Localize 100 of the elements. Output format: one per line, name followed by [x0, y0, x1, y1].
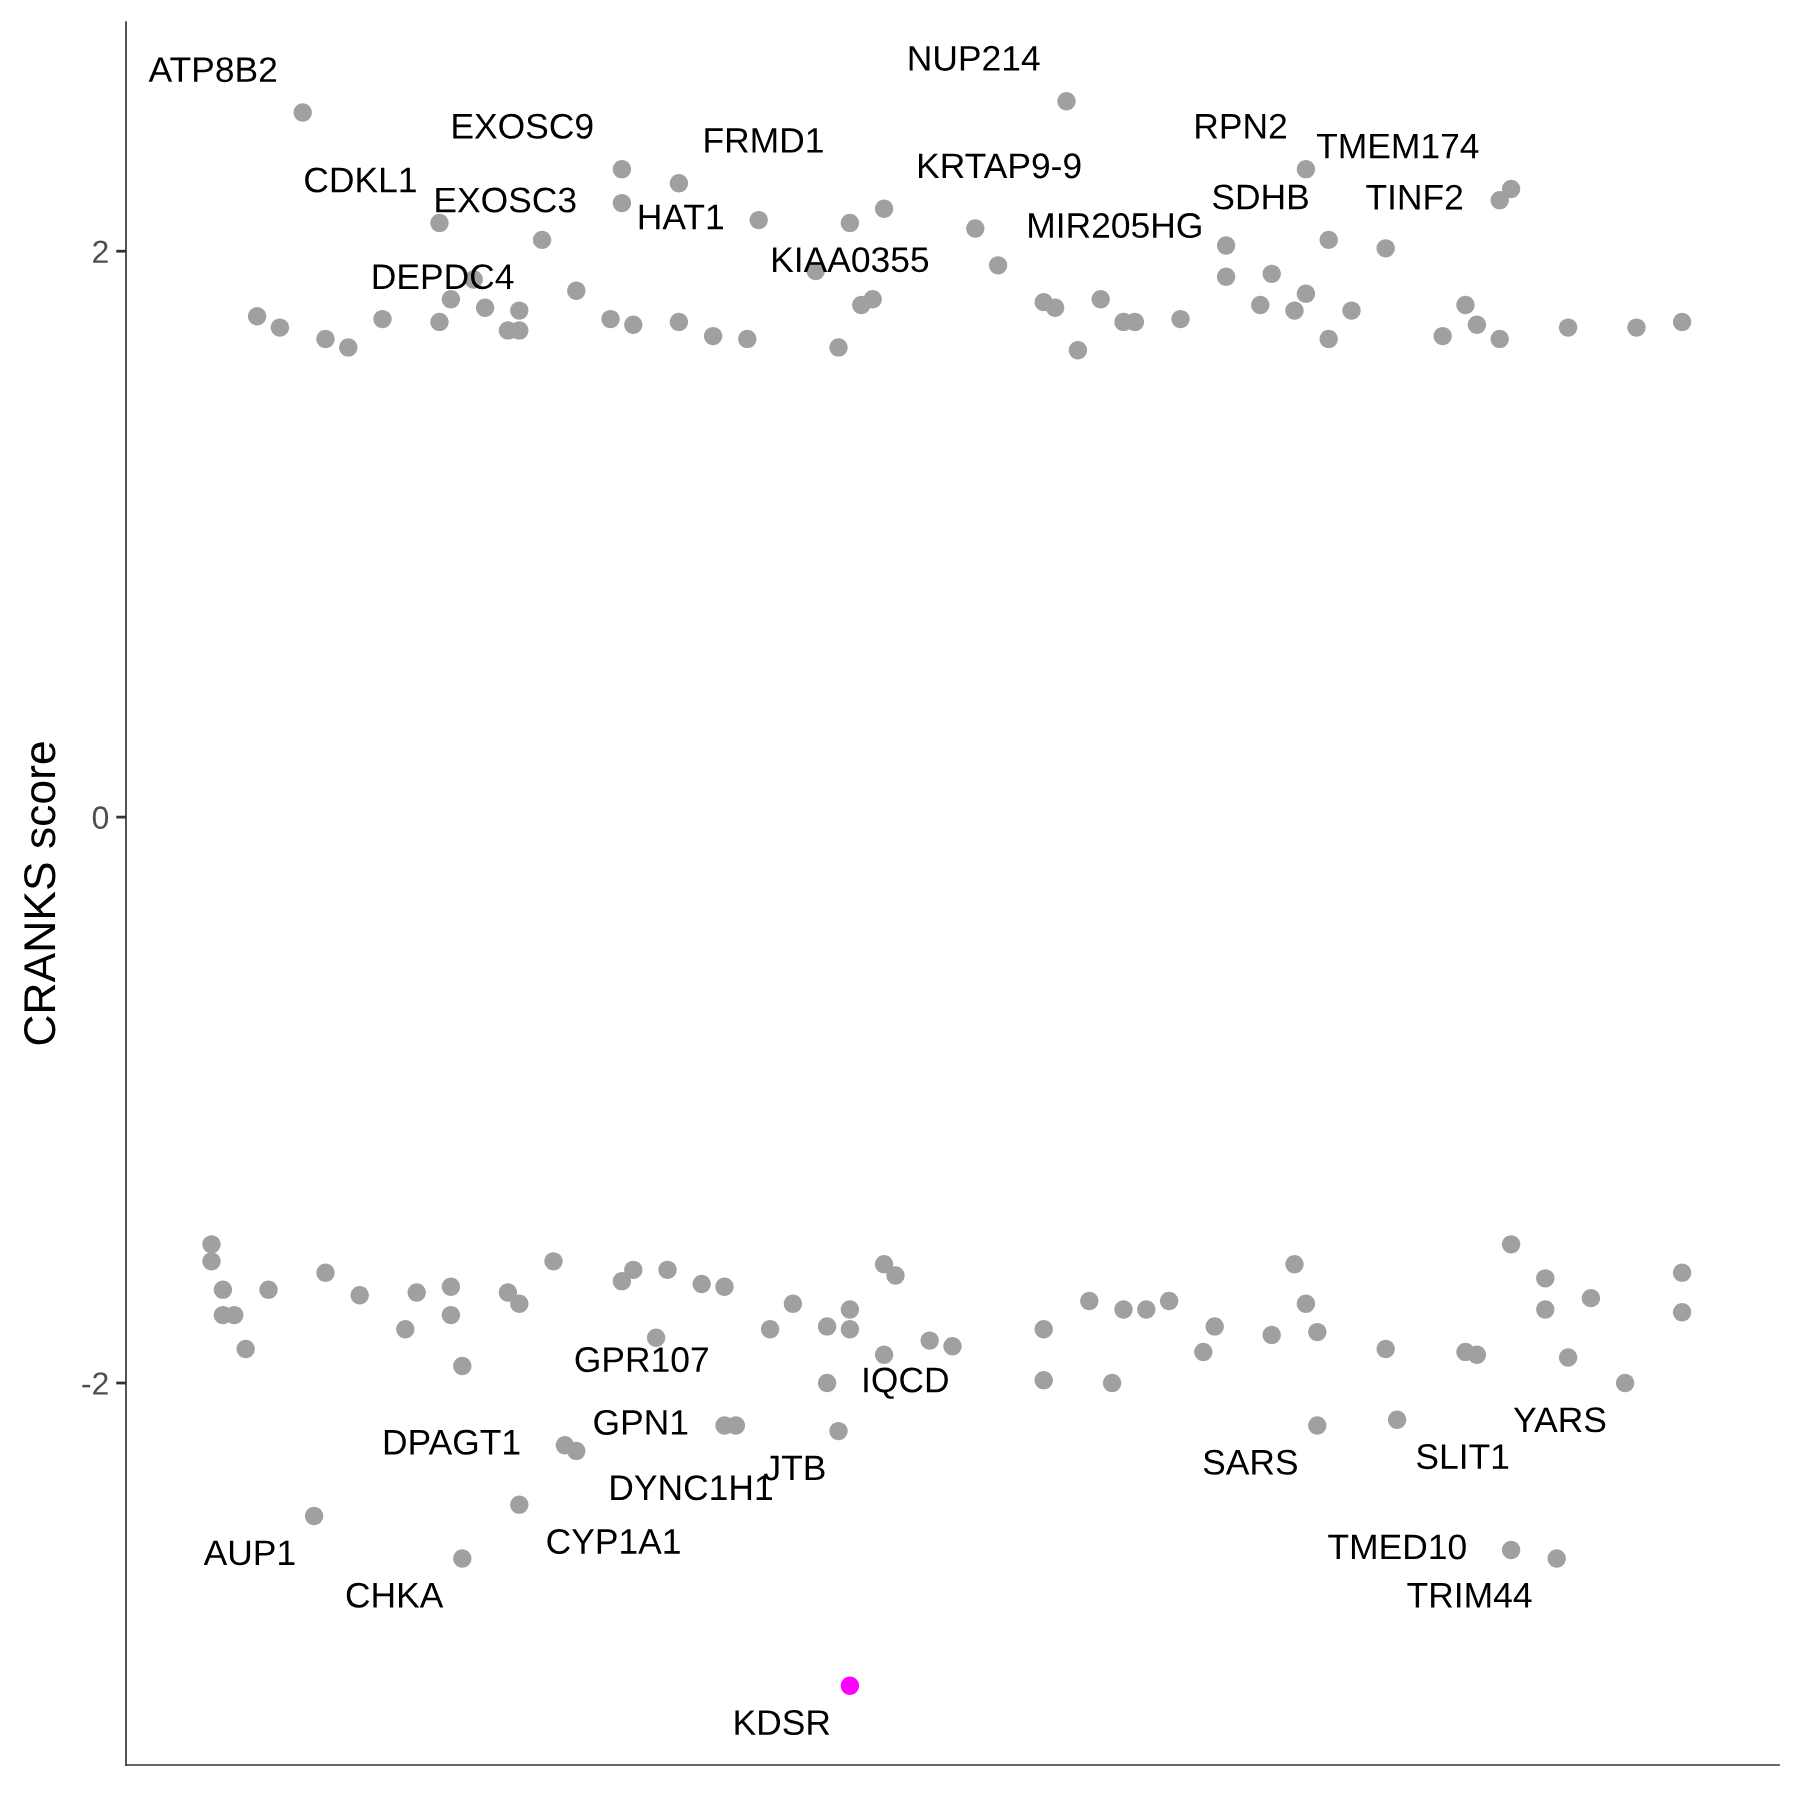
point — [669, 312, 689, 332]
point — [760, 1320, 780, 1339]
point — [270, 318, 290, 337]
point — [612, 193, 632, 213]
point — [567, 281, 586, 300]
point — [236, 1339, 255, 1359]
point — [703, 326, 723, 346]
point — [339, 338, 358, 357]
y-tick-label: -2 — [82, 1372, 108, 1395]
point — [1034, 1320, 1053, 1339]
point — [304, 1506, 324, 1526]
data-label: ATP8B2 — [148, 57, 277, 83]
point — [1672, 312, 1692, 332]
point — [1558, 1348, 1578, 1367]
point — [1034, 1371, 1053, 1390]
point — [1387, 1410, 1407, 1429]
point — [1501, 179, 1521, 199]
point — [1285, 301, 1304, 320]
point — [1262, 264, 1281, 284]
point — [988, 256, 1008, 275]
point — [840, 1300, 860, 1319]
data-label: TINF2 — [1366, 184, 1463, 210]
point — [1285, 1254, 1304, 1274]
point — [259, 1280, 278, 1299]
point — [1057, 92, 1076, 111]
data-label: TMED10 — [1328, 1534, 1466, 1560]
point — [1308, 1416, 1327, 1435]
point — [441, 1305, 461, 1325]
point — [1456, 295, 1475, 315]
point — [1319, 230, 1338, 250]
data-label: FRMD1 — [705, 128, 823, 153]
point — [1308, 1322, 1327, 1342]
point — [1171, 309, 1190, 329]
point — [1672, 1263, 1692, 1282]
data-label: TRIM44 — [1407, 1583, 1532, 1608]
point — [658, 1260, 677, 1280]
point — [1091, 290, 1110, 309]
point — [749, 210, 768, 230]
point — [1045, 298, 1065, 317]
point — [1376, 1339, 1395, 1359]
point — [1102, 1373, 1122, 1393]
point — [1137, 1300, 1156, 1319]
point — [624, 315, 643, 334]
point — [567, 1441, 586, 1461]
point — [840, 213, 860, 233]
point — [1296, 1294, 1316, 1313]
data-label: IQCD — [864, 1367, 948, 1399]
point — [1376, 239, 1395, 258]
point — [1672, 1303, 1692, 1322]
point — [1342, 301, 1361, 320]
point — [1262, 1325, 1281, 1345]
point — [213, 1280, 233, 1299]
data-label: CYP1A1 — [547, 1528, 680, 1555]
data-label: NUP214 — [909, 45, 1040, 71]
point — [1467, 1345, 1487, 1364]
point — [840, 1320, 860, 1339]
point — [840, 1676, 860, 1695]
point — [1205, 1317, 1224, 1336]
data-label: TMEM174 — [1316, 133, 1479, 159]
point — [1319, 329, 1338, 349]
data-label: CDKL1 — [305, 167, 416, 193]
data-label: CHKA — [346, 1582, 444, 1608]
point — [532, 230, 552, 250]
point — [293, 103, 312, 122]
point — [1547, 1549, 1566, 1568]
point — [510, 301, 529, 320]
point — [1536, 1300, 1555, 1319]
data-label: SLIT1 — [1417, 1444, 1509, 1470]
data-label: SDHB — [1212, 184, 1308, 210]
point — [1068, 341, 1088, 360]
point — [1490, 329, 1509, 349]
point — [601, 309, 620, 329]
point — [1296, 159, 1316, 179]
data-label: GPN1 — [594, 1409, 688, 1435]
point — [430, 213, 449, 233]
data-label: EXOSC3 — [436, 187, 576, 213]
y-tick-label: 2 — [93, 240, 108, 263]
data-label: EXOSC9 — [453, 113, 593, 139]
data-label: DPAGT1 — [384, 1429, 520, 1455]
point — [350, 1286, 369, 1305]
point — [316, 1263, 335, 1282]
point — [396, 1320, 415, 1339]
point — [1627, 318, 1646, 337]
data-label: DEPDC4 — [373, 264, 514, 290]
point — [202, 1235, 221, 1254]
point — [441, 290, 461, 309]
point — [1194, 1342, 1213, 1362]
point — [829, 1421, 848, 1441]
point — [669, 174, 689, 193]
point — [1615, 1373, 1635, 1393]
point — [510, 1495, 529, 1514]
point — [407, 1283, 426, 1302]
point — [715, 1277, 734, 1296]
point — [829, 338, 848, 357]
point — [498, 1283, 518, 1302]
point — [886, 1266, 905, 1285]
point — [453, 1549, 472, 1568]
point — [510, 1294, 529, 1313]
point — [920, 1331, 939, 1350]
point — [943, 1337, 962, 1356]
